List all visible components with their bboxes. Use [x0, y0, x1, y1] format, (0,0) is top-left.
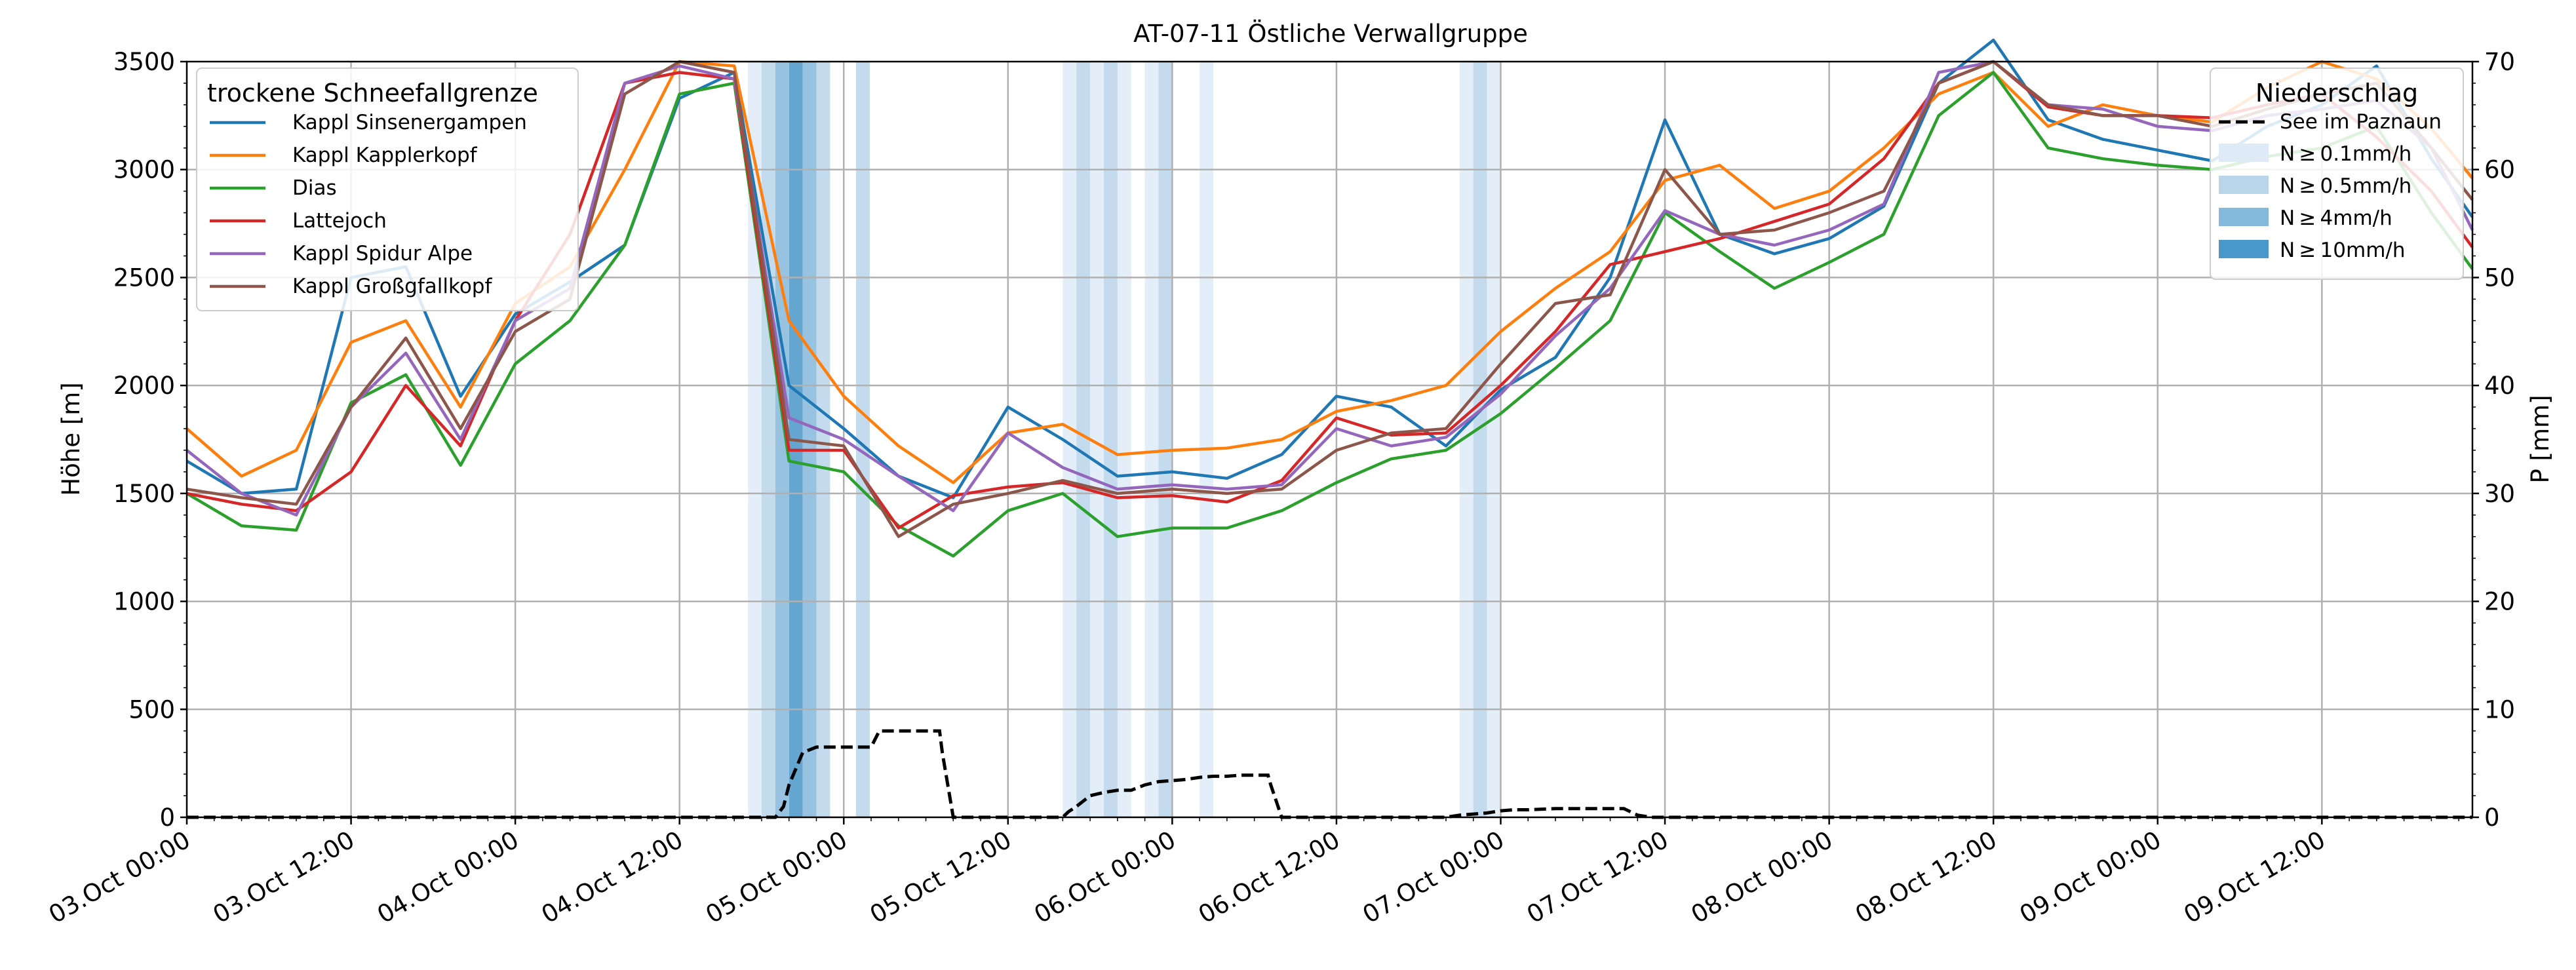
legend-label-0: Kappl Sinsenergampen	[292, 111, 527, 134]
precip-band	[761, 62, 775, 817]
legend-label-see-im-paznaun: See im Paznaun	[2280, 110, 2442, 134]
legend-patch-label-2: N ≥ 4mm/h	[2280, 206, 2392, 230]
y-tick-label: 1500	[113, 480, 175, 508]
legend-label-4: Kappl Spidur Alpe	[292, 242, 473, 265]
y2-tick-label: 10	[2484, 695, 2515, 724]
y2-tick-label: 20	[2484, 588, 2515, 616]
precip-band	[1090, 62, 1104, 817]
legend-patch-0	[2219, 144, 2269, 162]
precip-band	[1103, 62, 1118, 817]
y2-tick-label: 40	[2484, 372, 2515, 400]
legend-left-frame	[196, 68, 579, 311]
plot-frame	[185, 60, 2474, 819]
y2-tick-label: 70	[2484, 48, 2515, 76]
chart-title: AT-07-11 Östliche Verwallgruppe	[1133, 20, 1528, 48]
legend-patch-label-1: N ≥ 0.5mm/h	[2280, 174, 2411, 198]
y-tick-label: 1000	[113, 588, 175, 616]
legend-label-3: Lattejoch	[292, 209, 387, 233]
y2-tick-label: 50	[2484, 263, 2515, 292]
y-axis-label: Höhe [m]	[57, 382, 85, 495]
precip-band	[1487, 62, 1501, 817]
legend-patch-label-0: N ≥ 0.1mm/h	[2280, 142, 2411, 166]
legend-snowfall-limit: trockene Schneefallgrenze Kappl Sinsener…	[196, 68, 579, 311]
precip-band	[802, 62, 817, 817]
series-line-2	[185, 71, 2474, 558]
y-tick-label: 0	[159, 804, 175, 832]
y2-axis-label: P [mm]	[2526, 395, 2554, 483]
legend-patch-label-3: N ≥ 10mm/h	[2280, 239, 2405, 262]
precip-band	[1144, 62, 1159, 817]
legend-label-5: Kappl Großgfallkopf	[292, 275, 492, 298]
y2-tick-label: 60	[2484, 156, 2515, 184]
y-tick-label: 2000	[113, 372, 175, 400]
y-tick-label: 2500	[113, 263, 175, 292]
precip-band	[1473, 62, 1487, 817]
precip-band	[1200, 62, 1214, 817]
legend-patch-2	[2219, 208, 2269, 226]
precip-band	[1117, 62, 1131, 817]
y-tick-label: 3500	[113, 48, 175, 76]
y-tick-label: 3000	[113, 156, 175, 184]
precip-band	[1158, 62, 1173, 817]
y-tick-label: 500	[128, 695, 175, 724]
precip-band	[816, 62, 830, 817]
y2-tick-label: 30	[2484, 480, 2515, 508]
precip-band	[1076, 62, 1091, 817]
precip-line-see-im-paznaun	[187, 729, 2472, 819]
legend-left-title: trockene Schneefallgrenze	[207, 79, 538, 107]
legend-label-2: Dias	[292, 176, 337, 200]
precip-band	[1063, 62, 1077, 817]
legend-patch-3	[2219, 240, 2269, 258]
precip-band	[1459, 62, 1473, 817]
legend-label-1: Kappl Kapplerkopf	[292, 144, 478, 167]
legend-precipitation: Niederschlag See im Paznaun N ≥ 0.1mm/h N …	[2210, 68, 2464, 280]
grid-lines	[187, 62, 2472, 817]
legend-right-title: Niederschlag	[2255, 79, 2418, 107]
y2-tick-label: 0	[2484, 804, 2500, 832]
precip-band	[775, 62, 789, 817]
legend-patch-1	[2219, 176, 2269, 194]
legend-right-frame	[2210, 68, 2464, 280]
precip-band	[856, 62, 870, 817]
